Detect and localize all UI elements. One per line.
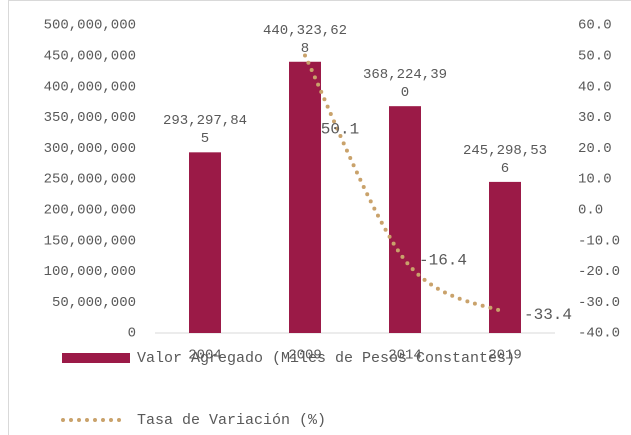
y-tick-label: 400,000,000 bbox=[44, 79, 136, 95]
x-tick-label: 2009 bbox=[288, 348, 322, 364]
y2-tick-label: 60.0 bbox=[578, 18, 612, 34]
y2-tick-label: 20.0 bbox=[578, 141, 612, 157]
legend-swatch bbox=[62, 353, 130, 363]
y-tick-label: 200,000,000 bbox=[44, 203, 136, 219]
y2-tick-label: -10.0 bbox=[578, 233, 620, 249]
line-series bbox=[303, 53, 507, 315]
line-value-label: -16.4 bbox=[419, 252, 467, 270]
chart-frame bbox=[8, 0, 631, 435]
y-tick-label: 300,000,000 bbox=[44, 141, 136, 157]
legend-label: Tasa de Variación (%) bbox=[137, 412, 326, 429]
line-value-label: -33.4 bbox=[524, 306, 572, 324]
y-tick-label: 100,000,000 bbox=[44, 264, 136, 280]
x-tick-label: 2004 bbox=[188, 348, 222, 364]
bar bbox=[389, 106, 421, 334]
y2-tick-label: 10.0 bbox=[578, 172, 612, 188]
x-tick-label: 2019 bbox=[488, 348, 522, 364]
bar-value-label: 245,298,536 bbox=[463, 142, 548, 177]
y2-tick-label: 30.0 bbox=[578, 110, 612, 126]
y-tick-label: 450,000,000 bbox=[44, 49, 136, 65]
y-tick-label: 500,000,000 bbox=[44, 18, 136, 34]
y2-tick-label: -20.0 bbox=[578, 264, 620, 280]
bar bbox=[489, 181, 521, 333]
y2-tick-label: -30.0 bbox=[578, 295, 620, 311]
bar bbox=[189, 152, 221, 333]
legend-label: Valor Agregado (Miles de Pesos Constante… bbox=[137, 350, 515, 367]
y-tick-label: 350,000,000 bbox=[44, 110, 136, 126]
y2-tick-label: 0.0 bbox=[578, 203, 603, 219]
y-tick-label: 250,000,000 bbox=[44, 172, 136, 188]
y2-tick-label: 50.0 bbox=[578, 49, 612, 65]
y2-tick-label: -40.0 bbox=[578, 326, 620, 342]
x-tick-label: 2014 bbox=[388, 348, 422, 364]
bar bbox=[289, 61, 321, 333]
y-tick-label: 0 bbox=[128, 326, 136, 342]
y-tick-label: 50,000,000 bbox=[52, 295, 136, 311]
y2-tick-label: 40.0 bbox=[578, 79, 612, 95]
y-tick-label: 150,000,000 bbox=[44, 233, 136, 249]
line-value-label: 50.1 bbox=[321, 121, 359, 139]
bar-value-label: 440,323,628 bbox=[263, 22, 348, 57]
bar-value-label: 293,297,845 bbox=[163, 113, 248, 148]
bar-value-label: 368,224,390 bbox=[363, 67, 448, 102]
